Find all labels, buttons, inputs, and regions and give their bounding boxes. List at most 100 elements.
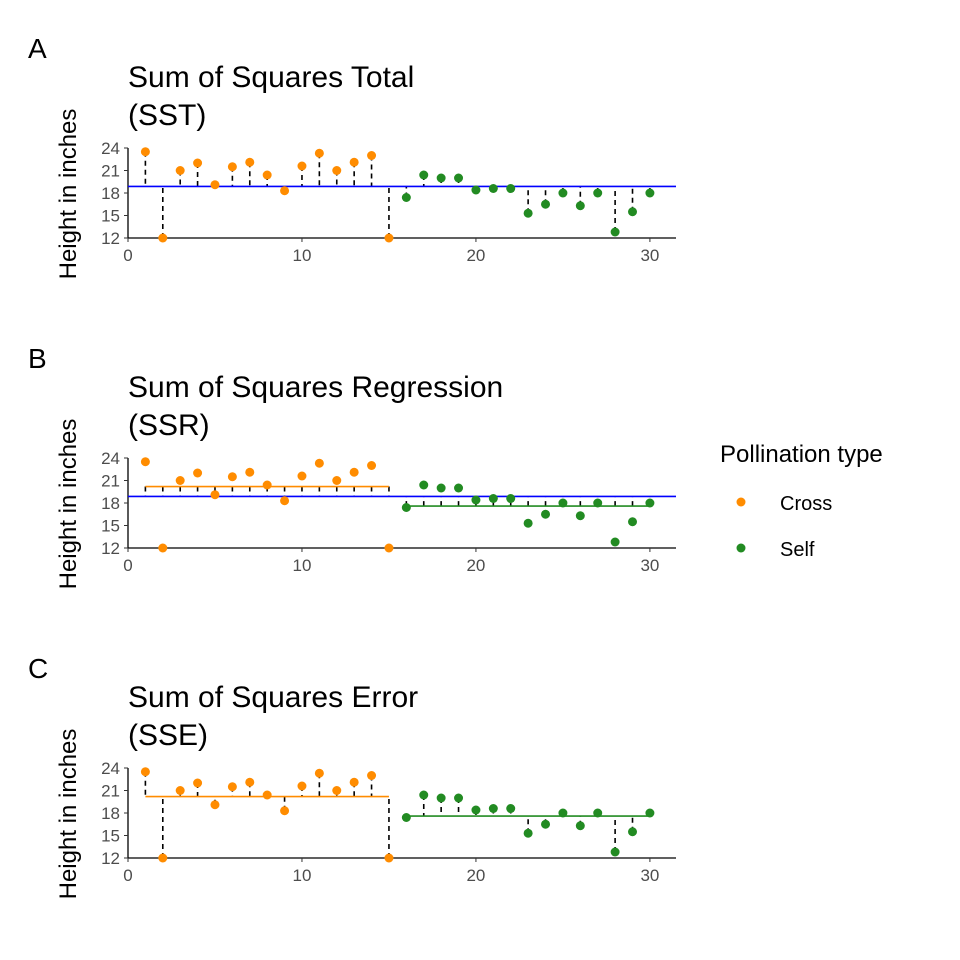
data-point-self [488, 494, 498, 503]
legend-key-self [736, 543, 746, 553]
data-point-cross [349, 777, 359, 787]
data-point-self [454, 483, 464, 493]
data-point-cross [349, 467, 359, 477]
legend: Pollination type Cross Self [720, 441, 883, 561]
data-point-cross [280, 186, 290, 196]
data-point-cross [158, 853, 168, 863]
x-tick-label: 30 [640, 246, 659, 265]
data-point-self [401, 813, 411, 822]
x-tick-label: 30 [640, 866, 659, 885]
data-point-self [523, 828, 533, 838]
x-tick-label: 0 [123, 246, 132, 265]
panel-title-line1: Sum of Squares Total [128, 61, 414, 94]
x-tick-label: 10 [293, 866, 312, 885]
data-point-self [628, 827, 638, 837]
panel-a: A Sum of Squares Total (SST) Height in i… [28, 33, 676, 279]
data-point-self [558, 498, 568, 508]
data-point-cross [175, 786, 185, 795]
y-tick-label: 15 [101, 827, 120, 846]
panel-b: B Sum of Squares Regression (SSR) Height… [28, 343, 676, 589]
data-point-self [401, 503, 411, 512]
data-point-self [558, 188, 568, 198]
panel-c: C Sum of Squares Error (SSE) Height in i… [28, 653, 676, 899]
data-point-cross [314, 458, 324, 468]
data-point-self [541, 509, 551, 519]
y-tick-label: 12 [101, 539, 120, 558]
legend-label-self: Self [780, 539, 815, 561]
data-point-self [419, 480, 429, 490]
panel-title-line1: Sum of Squares Error [128, 681, 418, 714]
data-point-self [628, 207, 638, 217]
data-point-self [628, 517, 638, 527]
panel-title-line2: (SSE) [128, 719, 208, 752]
data-point-cross [245, 777, 255, 787]
y-tick-label: 18 [101, 494, 120, 513]
y-tick-label: 18 [101, 184, 120, 203]
data-point-cross [332, 476, 342, 485]
data-point-self [506, 804, 516, 813]
data-point-self [575, 201, 585, 211]
x-tick-label: 0 [123, 866, 132, 885]
data-point-cross [262, 170, 272, 180]
plot-area: 12 15 18 21 24 0 10 20 30 [101, 759, 676, 885]
data-point-self [645, 808, 655, 818]
x-tick-label: 0 [123, 556, 132, 575]
data-point-self [610, 847, 620, 857]
y-axis-label: Height in inches [55, 419, 82, 590]
data-point-cross [280, 496, 290, 506]
data-point-self [575, 821, 585, 831]
y-tick-label: 18 [101, 804, 120, 823]
y-tick-label: 24 [101, 449, 120, 468]
y-axis-label: Height in inches [55, 109, 82, 280]
panel-letter: B [28, 343, 47, 374]
data-point-self [593, 498, 603, 508]
data-point-cross [332, 786, 342, 795]
y-tick-label: 21 [101, 472, 120, 491]
data-point-cross [297, 161, 307, 171]
data-point-cross [193, 158, 203, 168]
y-tick-label: 24 [101, 139, 120, 158]
data-point-self [454, 173, 464, 183]
data-point-self [436, 173, 446, 183]
data-point-cross [140, 457, 150, 467]
y-tick-label: 15 [101, 207, 120, 226]
plot-area: 12 15 18 21 24 0 10 20 30 [101, 139, 676, 265]
data-point-cross [314, 148, 324, 158]
data-point-cross [332, 166, 342, 175]
data-point-cross [367, 151, 377, 160]
data-point-cross [193, 778, 203, 788]
data-point-self [610, 537, 620, 547]
panel-title-line1: Sum of Squares Regression [128, 371, 503, 404]
data-point-self [436, 483, 446, 493]
y-tick-label: 12 [101, 229, 120, 248]
data-point-self [541, 199, 551, 209]
data-point-self [523, 208, 533, 218]
data-point-cross [367, 461, 377, 470]
data-point-self [436, 793, 446, 803]
data-point-self [541, 819, 551, 829]
data-point-cross [367, 771, 377, 780]
data-point-self [419, 790, 429, 800]
panel-title-line2: (SST) [128, 99, 206, 132]
data-point-cross [158, 543, 168, 553]
data-point-cross [210, 490, 220, 500]
y-tick-label: 12 [101, 849, 120, 868]
data-point-cross [193, 468, 203, 478]
data-point-self [419, 170, 429, 180]
data-point-self [506, 494, 516, 503]
data-point-cross [384, 233, 394, 243]
data-point-self [471, 495, 481, 505]
data-point-cross [280, 806, 290, 816]
data-point-cross [140, 767, 150, 777]
data-point-self [471, 805, 481, 815]
data-point-cross [175, 166, 185, 175]
data-point-self [645, 188, 655, 198]
data-point-self [558, 808, 568, 818]
data-point-cross [297, 781, 307, 791]
data-point-self [506, 184, 516, 193]
panel-title-line2: (SSR) [128, 409, 210, 442]
data-point-cross [245, 467, 255, 477]
data-point-cross [349, 157, 359, 167]
data-point-self [575, 511, 585, 521]
